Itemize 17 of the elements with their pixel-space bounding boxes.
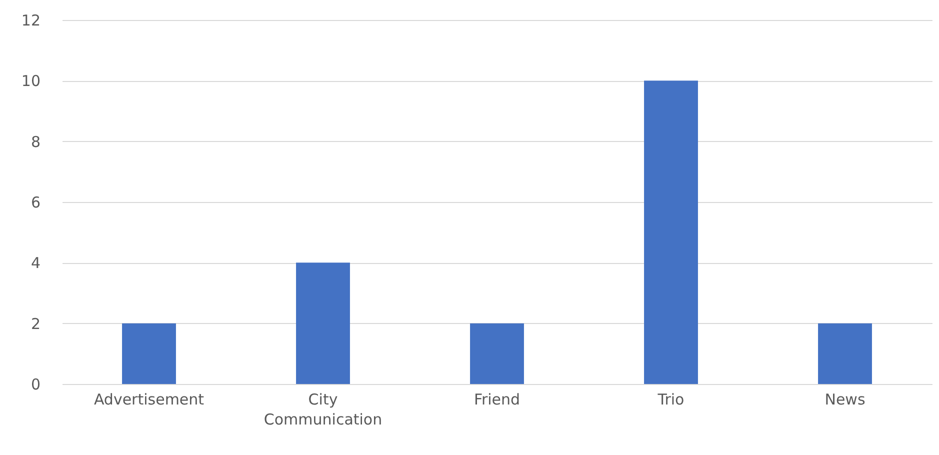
x-tick-label: News: [824, 390, 866, 408]
y-tick-label: 0: [30, 376, 40, 394]
bar: [818, 323, 872, 384]
bar: [296, 262, 350, 384]
y-tick-label: 2: [30, 314, 40, 333]
x-tick-label: Advertisement: [94, 390, 204, 408]
x-tick-label: City Communication: [264, 390, 382, 428]
y-tick-label: 12: [21, 12, 40, 30]
y-tick-label: 8: [30, 132, 40, 151]
y-tick-label: 4: [30, 254, 40, 272]
bar: [470, 323, 524, 384]
x-tick-label: Friend: [474, 390, 520, 408]
y-tick-label: 6: [30, 194, 40, 212]
y-tick-label: 10: [21, 72, 40, 90]
x-tick-label: Trio: [656, 390, 684, 408]
bar: [644, 80, 698, 384]
bar: [122, 323, 176, 384]
